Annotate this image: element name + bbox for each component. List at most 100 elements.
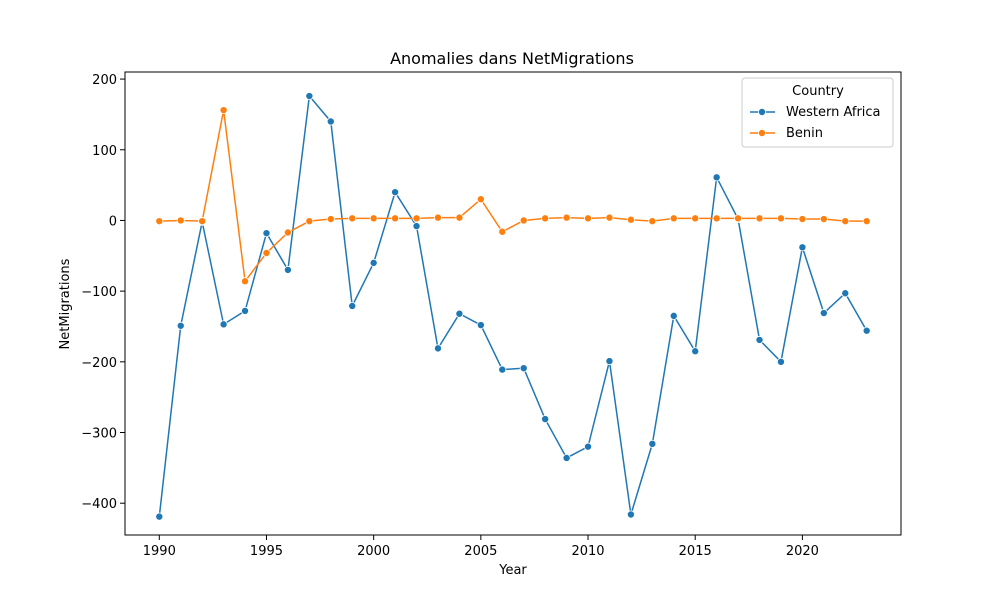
y-tick-label: −200	[81, 356, 117, 371]
data-point	[476, 195, 485, 204]
data-point	[798, 215, 807, 224]
legend-item: Benin	[750, 126, 823, 141]
data-point	[755, 214, 764, 223]
data-point	[198, 217, 207, 226]
data-point	[584, 442, 593, 451]
x-tick-label: 2015	[679, 544, 712, 559]
data-point	[155, 512, 164, 521]
data-point	[519, 216, 528, 225]
data-point	[605, 357, 614, 366]
data-point	[412, 214, 421, 223]
y-tick-label: −300	[81, 427, 117, 442]
data-point	[369, 214, 378, 223]
legend-title: Country	[792, 84, 844, 99]
x-tick-label: 2020	[786, 544, 819, 559]
chart-title: Anomalies dans NetMigrations	[390, 49, 634, 68]
data-point	[626, 215, 635, 224]
data-point	[562, 213, 571, 222]
data-point	[219, 106, 228, 115]
y-tick-label: 0	[109, 214, 117, 229]
x-tick-label: 2000	[357, 544, 390, 559]
data-point	[433, 213, 442, 222]
x-tick-label: 1990	[143, 544, 176, 559]
data-point	[391, 214, 400, 223]
data-point	[584, 214, 593, 223]
data-point	[841, 217, 850, 226]
data-point	[712, 214, 721, 223]
data-point	[819, 215, 828, 224]
x-tick-label: 2010	[571, 544, 604, 559]
data-point	[776, 214, 785, 223]
data-point	[219, 320, 228, 329]
data-point	[476, 321, 485, 330]
legend-label: Western Africa	[786, 105, 881, 120]
y-tick-label: −100	[81, 285, 117, 300]
data-point	[798, 243, 807, 252]
data-point	[348, 301, 357, 310]
y-tick-label: −400	[81, 497, 117, 512]
x-axis: 1990 1995 2000 2005 2010 2015 2020	[143, 535, 819, 559]
data-point	[562, 453, 571, 462]
x-tick-label: 1995	[250, 544, 283, 559]
series-western-africa	[155, 92, 871, 521]
data-point	[262, 248, 271, 257]
y-tick-label: 200	[92, 73, 117, 88]
data-point	[691, 214, 700, 223]
data-point	[241, 277, 250, 286]
y-axis: 200 100 0 −100 −200 −300 −400	[81, 73, 125, 512]
data-point	[326, 215, 335, 224]
data-point	[669, 311, 678, 320]
series-line-benin	[159, 110, 867, 284]
legend-marker	[758, 108, 767, 117]
data-point	[369, 258, 378, 267]
data-point	[433, 344, 442, 353]
data-point	[305, 92, 314, 101]
data-point	[262, 229, 271, 238]
series-layer	[155, 92, 871, 521]
data-point	[776, 357, 785, 366]
data-point	[283, 265, 292, 274]
data-point	[455, 213, 464, 222]
data-point	[305, 217, 314, 226]
data-point	[176, 216, 185, 225]
y-tick-label: 100	[92, 144, 117, 159]
data-point	[669, 214, 678, 223]
data-point	[605, 213, 614, 222]
series-line-western-africa	[158, 94, 868, 517]
x-tick-label: 2005	[464, 544, 497, 559]
y-axis-label: NetMigrations	[58, 258, 73, 349]
data-point	[712, 173, 721, 182]
legend-box	[741, 77, 894, 148]
data-point	[755, 335, 764, 344]
data-point	[326, 117, 335, 126]
data-point	[455, 309, 464, 318]
series-benin	[155, 106, 871, 286]
data-point	[541, 415, 550, 424]
legend-label: Benin	[786, 126, 823, 141]
data-point	[841, 289, 850, 298]
data-point	[176, 321, 185, 330]
data-point	[648, 217, 657, 226]
data-point	[862, 217, 871, 226]
data-point	[391, 188, 400, 197]
data-point	[819, 309, 828, 318]
legend-item: Western Africa	[750, 105, 881, 120]
data-point	[691, 347, 700, 356]
data-point	[412, 222, 421, 231]
data-point	[348, 214, 357, 223]
data-point	[155, 217, 164, 226]
data-point	[519, 364, 528, 373]
data-point	[241, 306, 250, 315]
data-point	[541, 214, 550, 223]
data-point	[498, 227, 507, 236]
data-point	[626, 510, 635, 519]
x-axis-label: Year	[498, 563, 527, 578]
data-point	[283, 228, 292, 237]
legend: Country Western Africa Benin	[741, 77, 894, 148]
legend-marker	[758, 128, 767, 137]
data-point	[862, 326, 871, 335]
data-point	[734, 214, 743, 223]
data-point	[498, 365, 507, 374]
data-point	[648, 439, 657, 448]
